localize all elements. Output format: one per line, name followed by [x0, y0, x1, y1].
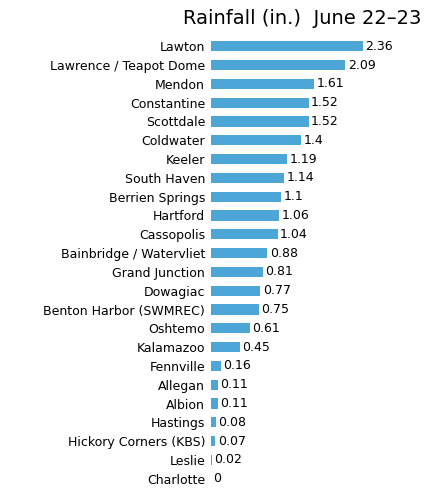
- Text: 1.06: 1.06: [281, 209, 309, 222]
- Bar: [211, 436, 215, 446]
- Text: 2.36: 2.36: [365, 40, 393, 53]
- Bar: [211, 304, 259, 314]
- Text: 0.88: 0.88: [270, 246, 298, 260]
- Bar: [211, 172, 284, 183]
- Bar: [211, 323, 250, 334]
- Bar: [211, 116, 309, 126]
- Bar: [211, 154, 287, 164]
- Bar: [211, 78, 314, 89]
- Bar: [211, 98, 309, 108]
- Text: 1.14: 1.14: [287, 172, 314, 184]
- Bar: [211, 60, 345, 70]
- Title: Rainfall (in.)  June 22–23: Rainfall (in.) June 22–23: [183, 9, 422, 28]
- Text: 0.75: 0.75: [262, 303, 289, 316]
- Bar: [211, 248, 267, 258]
- Bar: [211, 380, 218, 390]
- Text: 0.81: 0.81: [265, 266, 293, 278]
- Text: 0.11: 0.11: [220, 378, 248, 391]
- Text: 0.02: 0.02: [215, 454, 242, 466]
- Bar: [211, 135, 301, 145]
- Text: 1.4: 1.4: [303, 134, 323, 147]
- Text: 0.08: 0.08: [218, 416, 246, 429]
- Bar: [211, 41, 363, 51]
- Text: 1.61: 1.61: [317, 78, 345, 90]
- Text: 2.09: 2.09: [348, 58, 375, 71]
- Text: 0.16: 0.16: [224, 360, 251, 372]
- Text: 0.77: 0.77: [263, 284, 291, 297]
- Bar: [211, 417, 216, 428]
- Text: 1.52: 1.52: [311, 96, 339, 109]
- Bar: [211, 266, 263, 277]
- Text: 0.11: 0.11: [220, 397, 248, 410]
- Text: 0.45: 0.45: [242, 340, 270, 353]
- Text: 0.61: 0.61: [253, 322, 280, 335]
- Bar: [211, 360, 221, 371]
- Text: 0: 0: [213, 472, 221, 485]
- Text: 1.52: 1.52: [311, 115, 339, 128]
- Bar: [211, 192, 281, 202]
- Text: 1.1: 1.1: [284, 190, 304, 203]
- Text: 0.07: 0.07: [218, 434, 246, 448]
- Bar: [211, 286, 260, 296]
- Bar: [211, 398, 218, 408]
- Bar: [211, 342, 240, 352]
- Text: 1.19: 1.19: [290, 152, 318, 166]
- Text: 1.04: 1.04: [280, 228, 308, 241]
- Bar: [211, 454, 212, 465]
- Bar: [211, 229, 278, 239]
- Bar: [211, 210, 279, 220]
